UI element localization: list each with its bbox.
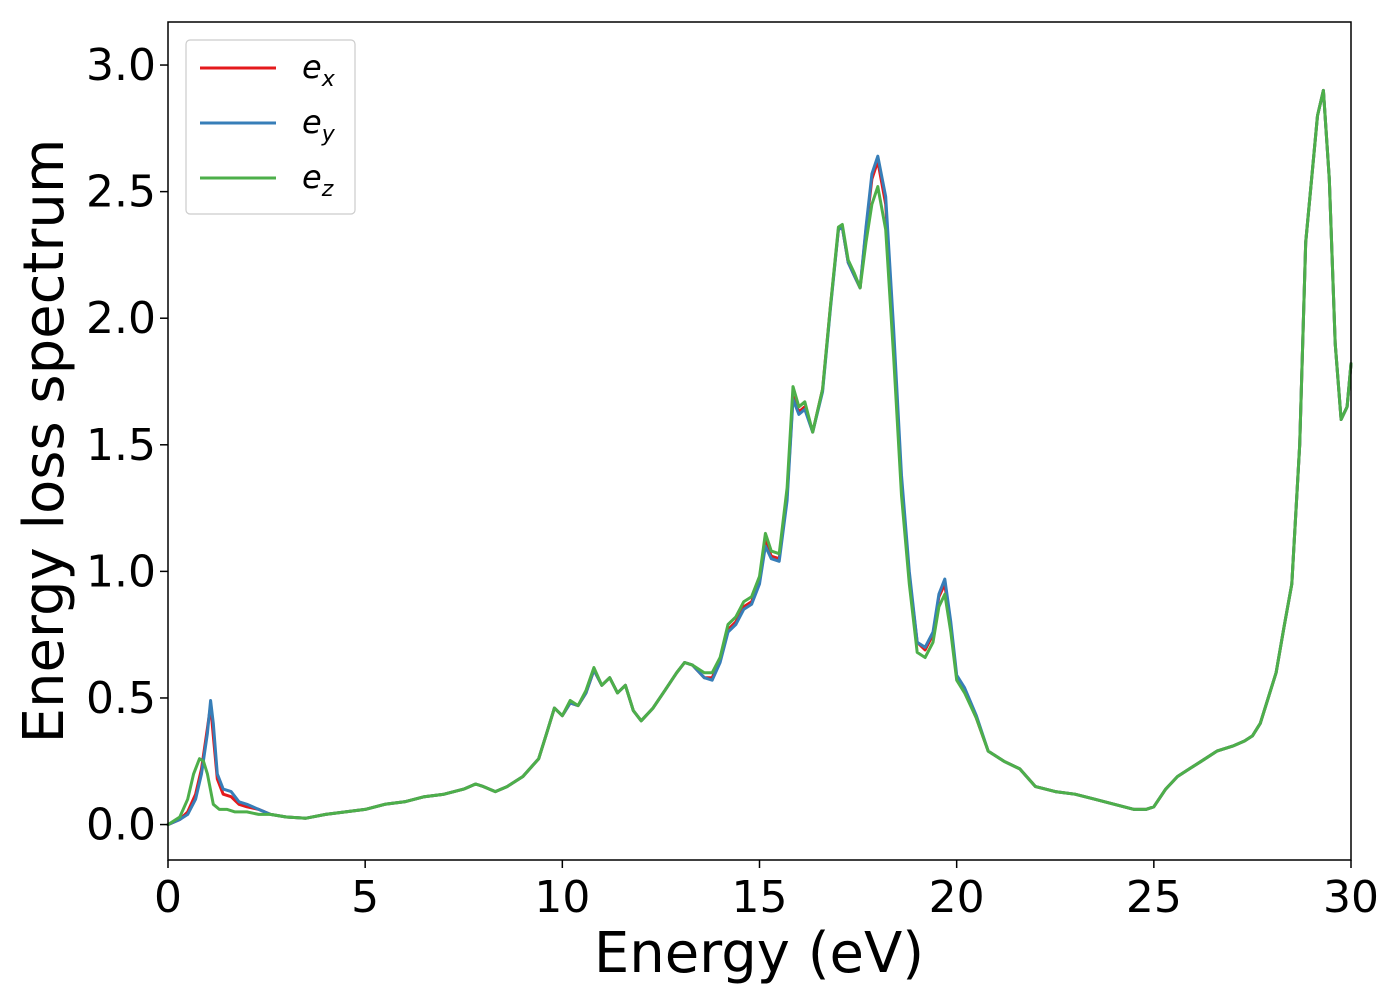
y-tick-label: 2.0	[86, 293, 156, 344]
y-tick-label: 1.5	[86, 420, 156, 471]
legend: ex ey ez	[185, 39, 356, 215]
plot-frame	[167, 21, 1352, 861]
y-tick-label: 0.5	[86, 673, 156, 724]
legend-items: ex ey ez	[200, 48, 336, 202]
x-tick-label: 30	[1323, 872, 1379, 923]
x-tick-label: 5	[351, 872, 379, 923]
x-tick-label: 0	[154, 872, 182, 923]
x-tick-label: 20	[929, 872, 985, 923]
y-tick-label: 2.5	[86, 167, 156, 218]
legend-box	[185, 39, 356, 215]
x-axis-ticks: 0 5 10 15 20 25 30	[154, 860, 1379, 923]
x-tick-label: 10	[534, 872, 590, 923]
x-axis-title: Energy (eV)	[594, 921, 924, 986]
legend-label-y: ey	[302, 103, 336, 147]
x-tick-label: 15	[732, 872, 788, 923]
y-tick-label: 0.0	[86, 800, 156, 851]
plot-background	[168, 22, 1351, 860]
y-tick-label: 3.0	[86, 40, 156, 91]
y-axis-title: Energy loss spectrum	[12, 139, 77, 744]
series-line-z	[166, 88, 1353, 827]
legend-label-x: ex	[302, 48, 336, 92]
series-layer	[166, 88, 1353, 827]
legend-label-z: ez	[302, 158, 334, 202]
y-tick-label: 1.0	[86, 546, 156, 597]
x-tick-label: 25	[1126, 872, 1182, 923]
y-axis-ticks: 0.0 0.5 1.0 1.5 2.0 2.5 3.0	[86, 40, 168, 851]
